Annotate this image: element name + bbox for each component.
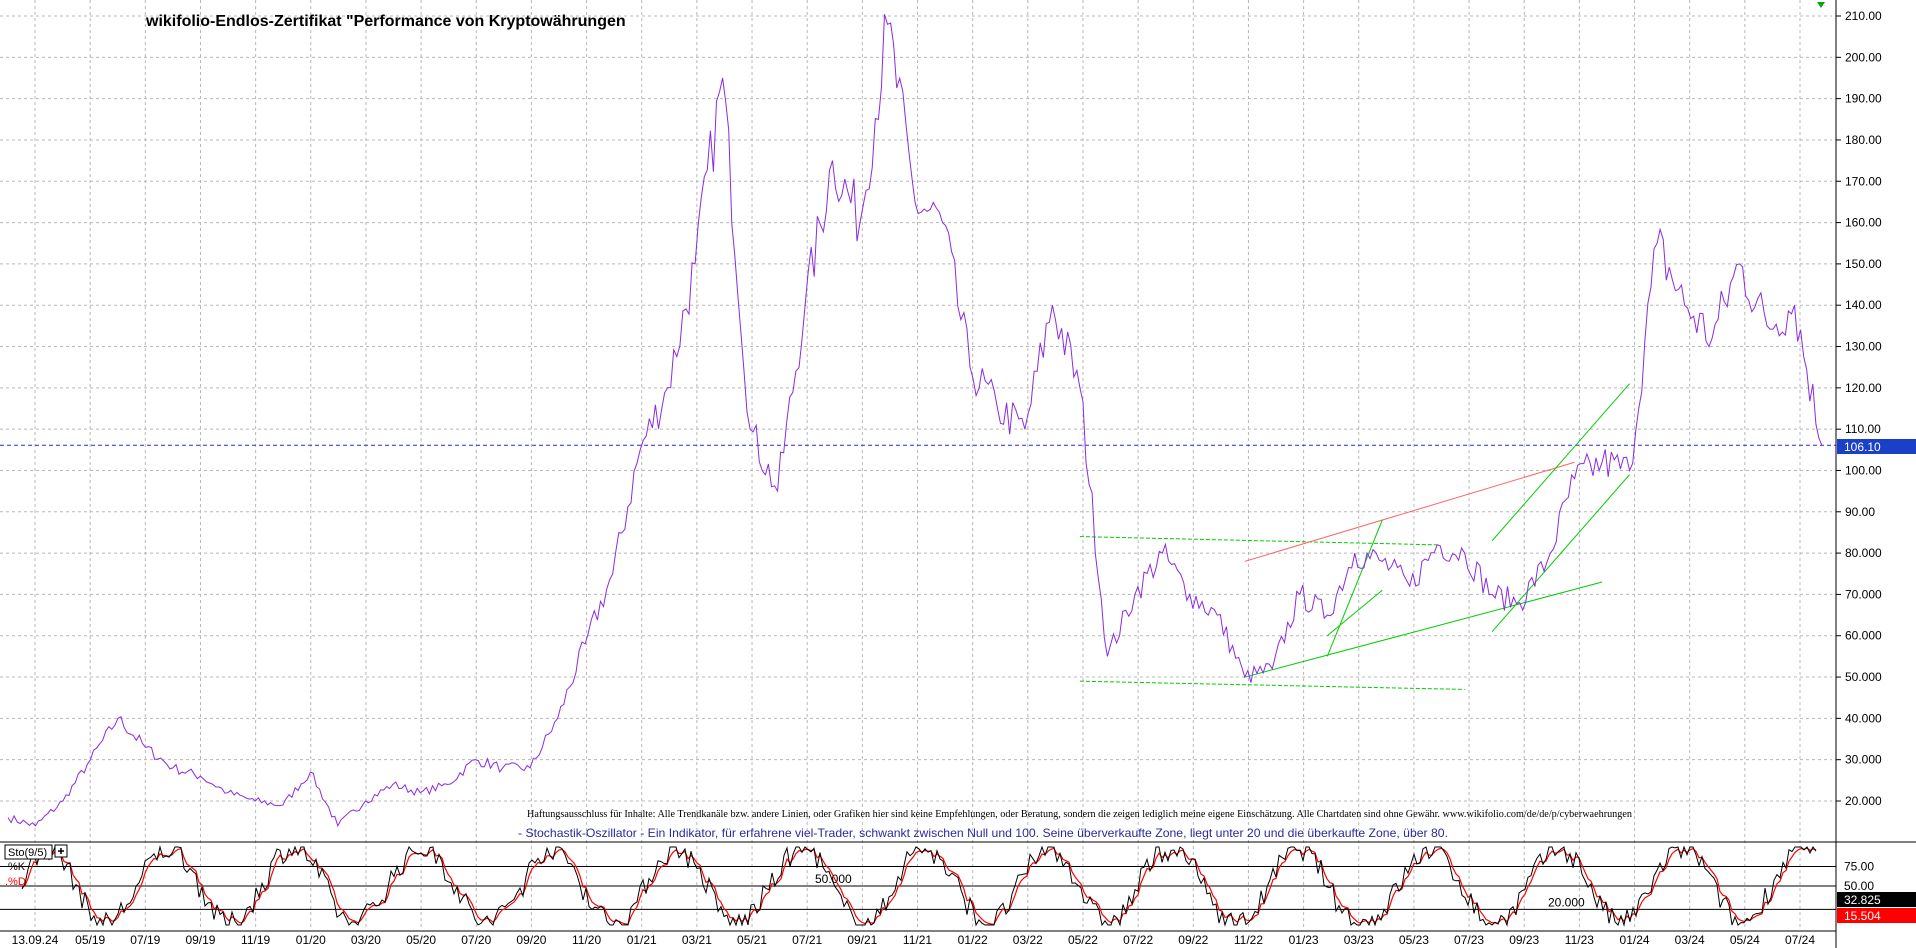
trendlines: [1079, 383, 1630, 690]
y-tick-label: 90.00: [1845, 505, 1875, 519]
price-line: [7, 14, 1823, 828]
indicator-name: Sto(9/5): [8, 847, 47, 859]
y-tick-label: 130.00: [1845, 340, 1882, 354]
x-tick-label: 01/22: [958, 933, 988, 947]
trendline: [1326, 519, 1383, 657]
d-value-box: [1837, 908, 1916, 923]
y-tick-label: 50.000: [1845, 670, 1882, 684]
disclaimer-text: Haftungsausschluss für Inhalte: Alle Tre…: [527, 809, 1632, 820]
trendline: [1326, 589, 1383, 637]
x-tick-label: 05/19: [75, 933, 105, 947]
chart-title: wikifolio-Endlos-Zertifikat "Performance…: [145, 13, 626, 30]
x-tick-label: 07/20: [461, 933, 491, 947]
y-tick-label: 160.00: [1845, 216, 1882, 230]
x-tick-label: 09/19: [185, 933, 215, 947]
k-value-label: 32.825: [1844, 893, 1881, 907]
stoch-k-line: [21, 845, 1817, 927]
y-tick-label: 30.000: [1845, 753, 1882, 767]
k-label: %K: [8, 861, 26, 873]
x-tick-label: 01/24: [1620, 933, 1650, 947]
y-tick-label: 100.00: [1845, 463, 1882, 477]
x-tick-label: 05/23: [1399, 933, 1429, 947]
y-tick-label: 140.00: [1845, 298, 1882, 312]
x-tick-label: 03/24: [1675, 933, 1705, 947]
x-axis: 13.09.24 05/19 07/19 09/19 11/19 01/20 03/20 05…: [0, 841, 1916, 947]
trendline: [1079, 536, 1438, 546]
k-value-box: [1837, 892, 1916, 907]
x-tick-label: 13.09.24: [12, 933, 59, 947]
trendline: [1079, 680, 1465, 690]
x-tick-label: 05/22: [1068, 933, 1098, 947]
stoch-level-label: 50.00: [1844, 879, 1874, 893]
x-tick-label: 01/23: [1289, 933, 1319, 947]
x-tick-label: 03/21: [682, 933, 712, 947]
y-tick-label: 180.00: [1845, 133, 1882, 147]
indicator-note: - Stochastik-Oszillator - Ein Indikator,…: [518, 826, 1448, 840]
price-series: [7, 14, 1823, 828]
x-tick-label: 11/19: [241, 933, 270, 947]
indicator-legend: Sto(9/5) %K .%D: [4, 844, 68, 888]
expand-icon-plus: [58, 848, 64, 854]
scroll-arrow-icon[interactable]: [1817, 2, 1825, 8]
x-tick-label: 07/21: [792, 933, 822, 947]
y-tick-label: 20.000: [1845, 794, 1882, 808]
trendline: [1491, 474, 1630, 632]
stochastic-panel: 20.000 50.000 75.00 50.00: [0, 845, 1874, 927]
x-tick-label: 07/23: [1454, 933, 1484, 947]
current-price-box: [1837, 439, 1916, 454]
x-tick-label: 05/24: [1730, 933, 1760, 947]
stoch-value-tags: 32.825 15.504: [1837, 892, 1916, 923]
d-value-label: 15.504: [1844, 909, 1881, 923]
x-tick-label: 05/21: [737, 933, 767, 947]
current-price-tag: 106.10: [1837, 439, 1916, 454]
current-price-label: 106.10: [1844, 440, 1881, 454]
x-tick-label: 07/24: [1785, 933, 1815, 947]
y-tick-label: 40.000: [1845, 711, 1882, 725]
y-tick-label: 120.00: [1845, 381, 1882, 395]
x-tick-label: 11/21: [903, 933, 932, 947]
x-tick-label: 09/21: [847, 933, 877, 947]
y-axis: 20.000 30.000 40.000 50.000 60.000 70.000 80.0…: [1835, 0, 1882, 948]
indicator-name-box[interactable]: [4, 844, 53, 860]
x-tick-label: 01/21: [627, 933, 657, 947]
y-tick-label: 70.000: [1845, 587, 1882, 601]
d-label: .%D: [5, 876, 26, 888]
x-tick-label: 09/20: [516, 933, 546, 947]
x-tick-label: 11/20: [572, 933, 601, 947]
y-tick-label: 190.00: [1845, 92, 1882, 106]
y-tick-label: 170.00: [1845, 174, 1882, 188]
x-tick-label: 11/23: [1565, 933, 1594, 947]
y-tick-label: 80.000: [1845, 546, 1882, 560]
stoch-level-label: 75.00: [1844, 860, 1874, 874]
grid-lines: [0, 0, 1836, 930]
x-tick-label: 07/22: [1123, 933, 1153, 947]
trendline: [1244, 581, 1603, 678]
x-tick-label: 11/22: [1234, 933, 1263, 947]
y-tick-label: 150.00: [1845, 257, 1882, 271]
trendline: [1244, 461, 1575, 562]
trendline: [1491, 383, 1630, 542]
stoch-level-label: 20.000: [1548, 895, 1585, 909]
x-tick-label: 09/22: [1178, 933, 1208, 947]
stoch-level-label: 50.000: [815, 872, 852, 886]
y-tick-label: 110.00: [1845, 422, 1881, 436]
y-tick-label: 60.000: [1845, 629, 1882, 643]
y-tick-label: 200.00: [1845, 50, 1882, 64]
x-tick-label: 03/22: [1013, 933, 1043, 947]
x-tick-label: 03/20: [351, 933, 381, 947]
x-tick-label: 03/23: [1344, 933, 1374, 947]
x-tick-label: 01/20: [296, 933, 326, 947]
x-tick-label: 09/23: [1509, 933, 1539, 947]
x-tick-label: 07/19: [130, 933, 160, 947]
y-tick-label: 210.00: [1845, 9, 1882, 23]
x-tick-label: 05/20: [406, 933, 436, 947]
